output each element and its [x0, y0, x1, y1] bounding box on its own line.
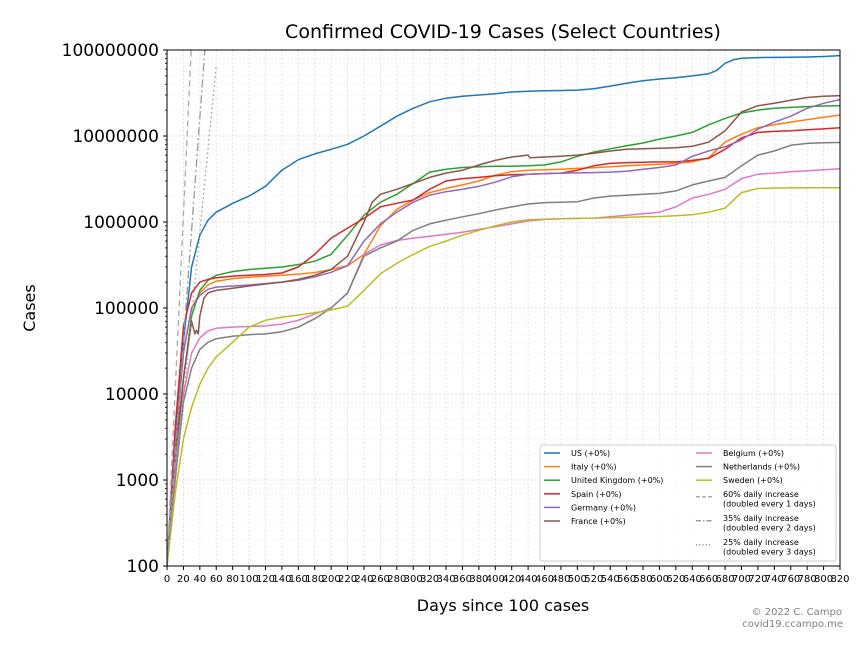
series-line-9 — [167, 50, 192, 566]
series-line-7 — [167, 141, 840, 566]
x-tick-label: 160 — [289, 574, 308, 585]
x-tick-label: 440 — [519, 574, 538, 585]
x-axis-label: Days since 100 cases — [417, 596, 589, 615]
x-tick-label: 200 — [322, 574, 341, 585]
x-tick-label: 820 — [830, 574, 849, 585]
x-tick-label: 20 — [177, 574, 190, 585]
x-tick-label: 500 — [568, 574, 587, 585]
x-tick-label: 520 — [584, 574, 603, 585]
x-tick-label: 60 — [210, 574, 223, 585]
legend-label-10: 35% daily increase (doubled every 2 days) — [723, 514, 816, 533]
x-axis-ticks: 0 20 40 60 80 1001201401601802002202402602803… — [164, 566, 850, 585]
x-tick-label: 660 — [699, 574, 718, 585]
x-tick-label: 0 — [164, 574, 170, 585]
x-tick-label: 320 — [420, 574, 439, 585]
x-tick-label: 140 — [272, 574, 291, 585]
x-tick-label: 40 — [193, 574, 206, 585]
legend: US (+0%) Italy (+0%) United Kingdom (+0%) S… — [539, 444, 837, 562]
series-line-4 — [167, 98, 840, 566]
y-axis-label: Cases — [20, 284, 39, 332]
legend-box — [539, 444, 837, 562]
series-line-11 — [167, 66, 217, 566]
series-line-5 — [167, 94, 840, 566]
x-tick-label: 740 — [765, 574, 784, 585]
y-tick-label: 100000 — [94, 299, 159, 319]
x-tick-label: 700 — [732, 574, 751, 585]
series-line-10 — [167, 50, 206, 566]
x-tick-label: 240 — [354, 574, 373, 585]
x-tick-label: 400 — [486, 574, 505, 585]
x-tick-label: 420 — [502, 574, 521, 585]
legend-label-6: Belgium (+0%) — [723, 449, 784, 458]
x-tick-label: 360 — [453, 574, 472, 585]
x-tick-label: 460 — [535, 574, 554, 585]
legend-label-0: US (+0%) — [571, 449, 610, 458]
x-tick-label: 180 — [305, 574, 324, 585]
x-tick-label: 680 — [716, 574, 735, 585]
x-tick-label: 720 — [748, 574, 767, 585]
series-lines — [167, 50, 840, 566]
legend-label-7: Netherlands (+0%) — [723, 463, 800, 472]
y-tick-label: 1000 — [116, 471, 159, 491]
x-tick-label: 760 — [781, 574, 800, 585]
legend-label-11: 25% daily increase (doubled every 3 days) — [723, 538, 816, 557]
x-tick-label: 100 — [240, 574, 259, 585]
x-tick-label: 600 — [650, 574, 669, 585]
y-tick-label: 10000 — [105, 385, 159, 405]
x-tick-label: 800 — [814, 574, 833, 585]
legend-label-3: Spain (+0%) — [571, 490, 622, 499]
x-tick-label: 480 — [551, 574, 570, 585]
x-tick-label: 380 — [469, 574, 488, 585]
x-tick-label: 780 — [798, 574, 817, 585]
credit-line-1: © 2022 C. Campo — [751, 607, 842, 618]
y-tick-label: 100000000 — [62, 41, 159, 61]
y-axis-ticks: 100 1000 10000 100000 1000000 10000000 1000000… — [62, 41, 167, 577]
x-tick-label: 220 — [338, 574, 357, 585]
series-line-1 — [167, 114, 840, 566]
x-tick-label: 640 — [683, 574, 702, 585]
legend-label-9: 60% daily increase (doubled every 1 days) — [723, 490, 816, 509]
y-tick-label: 10000000 — [72, 127, 159, 147]
series-line-2 — [167, 104, 840, 566]
x-tick-label: 80 — [226, 574, 239, 585]
chart-title: Confirmed COVID-19 Cases (Select Countri… — [285, 21, 721, 43]
x-tick-label: 560 — [617, 574, 636, 585]
legend-label-2: United Kingdom (+0%) — [571, 476, 663, 485]
x-tick-label: 300 — [404, 574, 423, 585]
y-tick-label: 100 — [127, 557, 159, 577]
series-line-8 — [167, 187, 840, 566]
x-tick-label: 340 — [437, 574, 456, 585]
credit-line-2: covid19.ccampo.me — [742, 619, 843, 630]
x-tick-label: 260 — [371, 574, 390, 585]
x-tick-label: 620 — [666, 574, 685, 585]
legend-label-8: Sweden (+0%) — [723, 476, 783, 485]
y-tick-label: 1000000 — [83, 213, 159, 233]
x-tick-label: 120 — [256, 574, 275, 585]
legend-label-5: France (+0%) — [571, 517, 626, 526]
series-line-3 — [167, 126, 840, 566]
series-line-6 — [167, 168, 840, 566]
legend-label-1: Italy (+0%) — [571, 463, 617, 472]
legend-label-4: Germany (+0%) — [571, 503, 636, 512]
x-tick-label: 580 — [633, 574, 652, 585]
x-tick-label: 540 — [601, 574, 620, 585]
series-line-0 — [167, 54, 840, 566]
x-tick-label: 280 — [387, 574, 406, 585]
